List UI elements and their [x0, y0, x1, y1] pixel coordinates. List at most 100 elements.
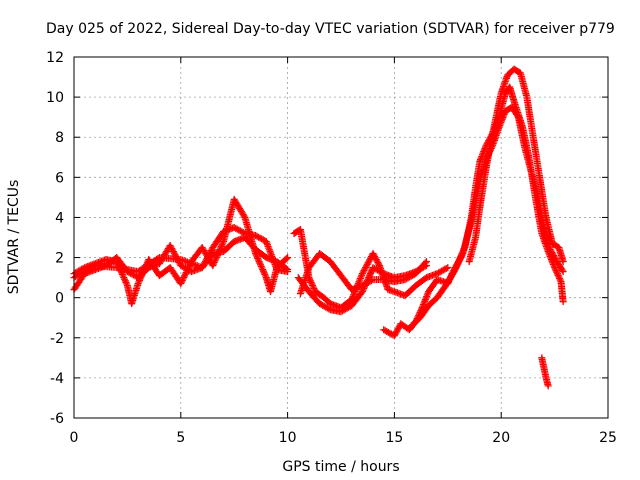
data-point [215, 249, 223, 257]
chart-title: Day 025 of 2022, Sidereal Day-to-day VTE… [46, 21, 615, 37]
data-point [200, 260, 208, 268]
data-point [558, 266, 566, 274]
data-point [113, 259, 121, 267]
data-point [284, 268, 292, 276]
data-point [259, 267, 267, 275]
data-point [284, 254, 292, 262]
data-point [179, 275, 187, 283]
data-point [260, 269, 268, 277]
data-point [373, 257, 381, 265]
data-point [456, 256, 464, 264]
data-point [262, 272, 270, 280]
data-point [455, 257, 463, 265]
data-point [454, 260, 462, 268]
data-point [372, 256, 380, 264]
data-point [136, 275, 144, 283]
data-point [215, 247, 223, 255]
data-point [134, 280, 142, 288]
data-point [169, 246, 177, 254]
data-point [138, 272, 146, 280]
x-tick-label: 25 [599, 430, 617, 446]
data-point [548, 249, 556, 257]
data-point [206, 250, 214, 258]
data-point [256, 259, 264, 267]
data-point [452, 265, 460, 273]
data-point [555, 273, 563, 281]
data-point [210, 258, 218, 266]
data-point [254, 254, 262, 262]
series-track-c [70, 223, 292, 282]
data-point [199, 262, 207, 270]
x-tick-label: 5 [176, 430, 185, 446]
data-point [349, 292, 357, 300]
data-point [457, 254, 465, 262]
data-point [551, 265, 559, 273]
data-point [213, 252, 221, 260]
data-point [309, 283, 317, 291]
data-point [365, 257, 373, 265]
data-point [392, 329, 400, 337]
data-point [206, 248, 214, 256]
data-point [390, 332, 398, 340]
data-point [205, 251, 213, 259]
y-tick-label: 4 [55, 210, 64, 226]
data-point [378, 269, 386, 277]
series-track-f [296, 250, 430, 298]
data-point [181, 272, 189, 280]
data-point [184, 265, 192, 273]
data-point [442, 264, 450, 272]
y-tick-label: -4 [50, 371, 64, 387]
data-point [371, 254, 379, 262]
data-point [368, 276, 376, 284]
data-point [458, 251, 466, 259]
data-point [217, 242, 225, 250]
data-point [177, 280, 185, 288]
data-point [168, 245, 176, 253]
data-point [454, 259, 462, 267]
data-point [118, 270, 126, 278]
data-point [370, 251, 378, 259]
data-point [362, 262, 370, 270]
data-point [240, 212, 248, 220]
x-axis-label: GPS time / hours [282, 459, 399, 475]
data-point [122, 278, 130, 286]
data-point [309, 281, 317, 289]
data-point [451, 266, 459, 274]
data-point [554, 271, 562, 279]
data-point [553, 270, 561, 278]
data-point [252, 250, 260, 258]
data-point [362, 263, 370, 271]
y-tick-label: -6 [50, 411, 64, 427]
data-point [198, 264, 206, 272]
data-point [325, 305, 333, 313]
series-track-j [538, 354, 552, 390]
data-point [212, 255, 220, 263]
data-point [120, 274, 128, 282]
data-point [254, 256, 262, 264]
data-point [257, 261, 265, 269]
data-point [180, 273, 188, 281]
data-point [255, 258, 263, 266]
series-track-i [465, 65, 567, 266]
data-point [421, 259, 429, 267]
y-axis-label: SDTVAR / TECUs [6, 180, 22, 295]
data-point [210, 260, 218, 268]
data-point [121, 275, 129, 283]
data-point [119, 272, 127, 280]
data-point [169, 248, 177, 256]
data-point [356, 274, 364, 282]
data-point [369, 250, 377, 258]
tick-labels: 0 5 10 15 20 25 -6 -4 -2 0 2 4 6 8 10 12 [46, 50, 617, 446]
data-point [207, 247, 215, 255]
data-point [358, 288, 366, 296]
data-point [253, 253, 261, 261]
data-point [371, 253, 379, 261]
x-tick-label: 10 [279, 430, 297, 446]
data-point [559, 268, 567, 276]
y-tick-label: 6 [55, 170, 64, 186]
data-point [167, 243, 175, 251]
data-point [178, 276, 186, 284]
data-point [374, 259, 382, 267]
data-point [422, 258, 430, 266]
